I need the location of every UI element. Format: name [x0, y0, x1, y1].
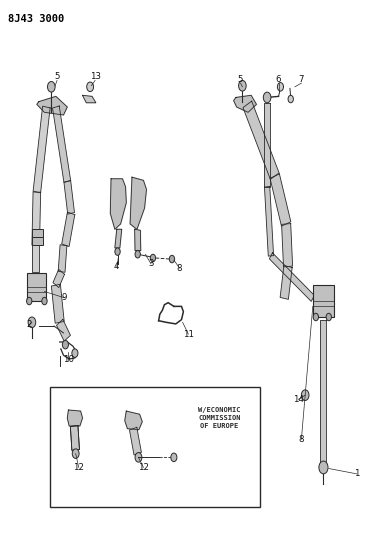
Circle shape [42, 297, 47, 305]
Text: 10: 10 [63, 355, 74, 364]
Polygon shape [282, 223, 293, 267]
Polygon shape [264, 103, 270, 187]
Polygon shape [130, 177, 146, 229]
Text: W/ECONOMIC
COMMISSION
OF EUROPE: W/ECONOMIC COMMISSION OF EUROPE [198, 407, 241, 430]
Polygon shape [70, 425, 79, 450]
Circle shape [326, 313, 332, 321]
Polygon shape [270, 174, 291, 226]
Circle shape [135, 453, 142, 462]
Text: 12: 12 [138, 463, 149, 472]
Polygon shape [57, 319, 70, 341]
Polygon shape [33, 106, 50, 193]
Text: 14: 14 [293, 395, 304, 404]
Circle shape [319, 461, 328, 474]
Polygon shape [58, 245, 67, 272]
Circle shape [135, 251, 140, 258]
Bar [27, 273, 46, 301]
Text: 2: 2 [26, 320, 32, 329]
Text: 9: 9 [62, 293, 67, 302]
Circle shape [301, 390, 309, 400]
Circle shape [171, 453, 177, 462]
Polygon shape [70, 425, 79, 450]
Circle shape [277, 83, 283, 91]
Polygon shape [62, 212, 75, 247]
Polygon shape [32, 192, 40, 245]
Circle shape [288, 95, 293, 103]
Bar [50, 387, 259, 507]
Bar [313, 285, 334, 317]
Text: 12: 12 [73, 463, 84, 472]
Text: 5: 5 [238, 75, 243, 84]
Polygon shape [264, 187, 274, 256]
Text: 8J43 3000: 8J43 3000 [8, 14, 64, 24]
Text: 6: 6 [276, 75, 281, 84]
Text: 5: 5 [54, 71, 60, 80]
Polygon shape [51, 284, 64, 323]
Bar [32, 229, 43, 237]
Circle shape [47, 82, 55, 92]
Polygon shape [83, 95, 96, 103]
Circle shape [150, 254, 155, 262]
Polygon shape [135, 229, 141, 251]
Polygon shape [234, 95, 256, 112]
Text: 11: 11 [183, 329, 194, 338]
Circle shape [115, 248, 120, 255]
Polygon shape [37, 96, 67, 115]
Text: 7: 7 [299, 75, 304, 84]
Circle shape [87, 82, 94, 92]
Polygon shape [243, 101, 279, 180]
Polygon shape [320, 320, 327, 463]
Polygon shape [64, 181, 74, 214]
Circle shape [28, 317, 36, 328]
Polygon shape [129, 427, 141, 455]
Circle shape [313, 313, 319, 321]
Polygon shape [125, 411, 142, 430]
Polygon shape [53, 269, 65, 288]
Text: 4: 4 [114, 262, 120, 271]
Circle shape [263, 92, 271, 103]
Polygon shape [269, 253, 314, 301]
Text: 8: 8 [177, 264, 182, 272]
Circle shape [72, 349, 78, 358]
Circle shape [62, 341, 68, 349]
Circle shape [27, 297, 32, 305]
Polygon shape [110, 179, 126, 229]
Text: 3: 3 [148, 260, 154, 268]
Polygon shape [32, 245, 39, 272]
Text: 1: 1 [354, 470, 359, 478]
Polygon shape [115, 229, 122, 248]
Circle shape [169, 255, 175, 263]
Circle shape [72, 449, 79, 458]
Polygon shape [67, 410, 83, 426]
Text: 13: 13 [90, 71, 100, 80]
Circle shape [239, 80, 246, 91]
Bar [32, 237, 43, 245]
Text: 8: 8 [299, 435, 304, 444]
Polygon shape [280, 265, 292, 300]
Polygon shape [53, 106, 71, 182]
